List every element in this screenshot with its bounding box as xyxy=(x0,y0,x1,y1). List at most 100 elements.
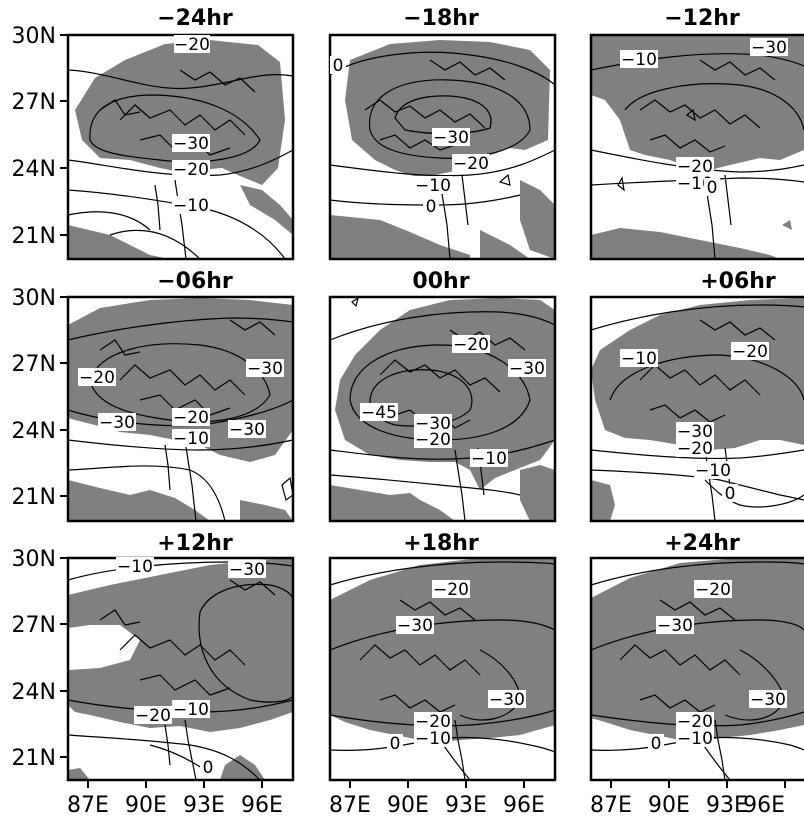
contour-label: −10 xyxy=(470,449,508,469)
panel-title: −06hr xyxy=(157,269,233,294)
contour-label: −10 xyxy=(172,196,210,216)
contour-label: 0 xyxy=(387,734,403,754)
y-tick-label: 30N xyxy=(12,24,56,49)
y-tick-label: 21N xyxy=(12,224,56,249)
svg-text:0: 0 xyxy=(203,758,214,778)
map-panel-minus-18hr: −18hr 0 −30 −20 −10 0 xyxy=(328,6,557,261)
x-tick-label: 87E xyxy=(590,793,632,818)
y-tick-label: 27N xyxy=(12,613,56,638)
contour-label: −30 xyxy=(750,38,788,58)
contour-label: −20 xyxy=(676,439,714,459)
svg-text:−30: −30 xyxy=(433,128,469,148)
svg-text:−10: −10 xyxy=(471,449,507,469)
y-tick-label: 24N xyxy=(12,680,56,705)
contour-label: 0 xyxy=(200,758,216,778)
svg-text:−20: −20 xyxy=(677,157,713,177)
contour-label: −20 xyxy=(676,712,714,732)
contour-label: −20 xyxy=(694,580,732,600)
map-panel-plus-18hr: +18hr −20 −30 −30 −20 −10 0 xyxy=(328,531,557,782)
svg-text:−30: −30 xyxy=(247,359,283,379)
svg-text:−20: −20 xyxy=(732,342,768,362)
contour-label: −20 xyxy=(731,342,769,362)
contour-label: −10 xyxy=(620,349,658,369)
y-axis-row-2: 30N 27N 24N 21N xyxy=(12,286,68,510)
contour-label: 0 xyxy=(704,178,720,198)
contour-label: −20 xyxy=(432,580,470,600)
x-tick-label: 96E xyxy=(503,793,545,818)
contour-label: −30 xyxy=(228,420,266,440)
panel-title: −12hr xyxy=(664,6,740,31)
svg-text:−20: −20 xyxy=(174,35,210,55)
svg-text:−30: −30 xyxy=(489,690,525,710)
svg-text:−30: −30 xyxy=(677,422,713,442)
contour-label: −20 xyxy=(174,35,210,55)
x-tick-label: 96E xyxy=(241,793,283,818)
svg-text:−30: −30 xyxy=(397,616,433,636)
svg-text:−10: −10 xyxy=(677,174,713,194)
contour-label: −10 xyxy=(694,461,732,481)
contour-label: −30 xyxy=(172,134,210,154)
panel-title: +12hr xyxy=(157,531,233,556)
contour-label: −45 xyxy=(360,403,398,423)
shaded-region xyxy=(75,40,285,185)
x-tick-label: 90E xyxy=(387,793,429,818)
svg-text:−10: −10 xyxy=(173,429,209,449)
svg-text:−30: −30 xyxy=(173,134,209,154)
y-tick-label: 24N xyxy=(12,157,56,182)
contour-label: −20 xyxy=(78,368,116,388)
svg-text:−20: −20 xyxy=(677,712,713,732)
contour-label: −20 xyxy=(172,408,210,428)
panel-title: +06hr xyxy=(700,269,776,294)
contour-label: −20 xyxy=(452,335,490,355)
contour-label: −10 xyxy=(172,700,210,720)
map-panel-plus-24hr: +24hr −20 −30 −30 −20 −10 0 xyxy=(589,531,804,782)
svg-text:−10: −10 xyxy=(677,729,713,749)
svg-text:0: 0 xyxy=(390,734,401,754)
contour-label: −30 xyxy=(488,690,526,710)
map-panel-minus-24hr: −24hr −20 −30 −20 −10 xyxy=(66,6,295,261)
panel-title: +24hr xyxy=(664,531,740,556)
svg-text:−10: −10 xyxy=(621,50,657,70)
contour-label: −10 xyxy=(172,429,210,449)
panel-title: 00hr xyxy=(412,269,469,294)
x-tick-label: 87E xyxy=(329,793,371,818)
svg-text:−20: −20 xyxy=(135,706,171,726)
svg-text:−30: −30 xyxy=(229,420,265,440)
contour-label: −30 xyxy=(432,128,470,148)
svg-text:−30: −30 xyxy=(509,359,545,379)
svg-text:0: 0 xyxy=(707,178,718,198)
svg-text:−10: −10 xyxy=(415,176,451,196)
panel-title: +18hr xyxy=(403,531,479,556)
contour-label: −10 xyxy=(620,50,658,70)
svg-text:−10: −10 xyxy=(695,461,731,481)
svg-text:−10: −10 xyxy=(415,729,451,749)
contour-label: 0 xyxy=(648,734,664,754)
contour-label: −30 xyxy=(396,616,434,636)
svg-text:−10: −10 xyxy=(117,557,153,577)
panel-title: −18hr xyxy=(403,6,479,31)
contour-label: −10 xyxy=(676,729,714,749)
y-tick-label: 30N xyxy=(12,547,56,572)
contour-label: −30 xyxy=(228,560,266,580)
x-tick-label: 87E xyxy=(67,793,109,818)
contour-label: −30 xyxy=(508,359,546,379)
contour-label: −30 xyxy=(246,359,284,379)
map-panel-minus-12hr: −12hr −10 −30 −20 −10 0 xyxy=(589,6,804,261)
contour-label: −20 xyxy=(676,157,714,177)
y-axis-row-1: 30N 27N 24N 21N xyxy=(12,24,68,249)
contour-label: −30 xyxy=(749,690,787,710)
contour-label: 0 xyxy=(330,56,346,76)
contour-label: 0 xyxy=(722,484,738,504)
contour-label: −30 xyxy=(98,413,136,433)
map-panel-00hr: 00hr −20 −30 −45 −30 −20 −10 xyxy=(328,269,557,523)
y-tick-label: 24N xyxy=(12,419,56,444)
panel-title: −24hr xyxy=(157,6,233,31)
contour-label: −30 xyxy=(414,414,452,434)
svg-text:−20: −20 xyxy=(677,439,713,459)
y-axis-row-3: 30N 27N 24N 21N xyxy=(12,547,68,771)
contour-label: −20 xyxy=(414,712,452,732)
x-tick-label: 96E xyxy=(743,793,785,818)
svg-text:−10: −10 xyxy=(621,349,657,369)
svg-text:−10: −10 xyxy=(173,196,209,216)
svg-text:−30: −30 xyxy=(229,560,265,580)
